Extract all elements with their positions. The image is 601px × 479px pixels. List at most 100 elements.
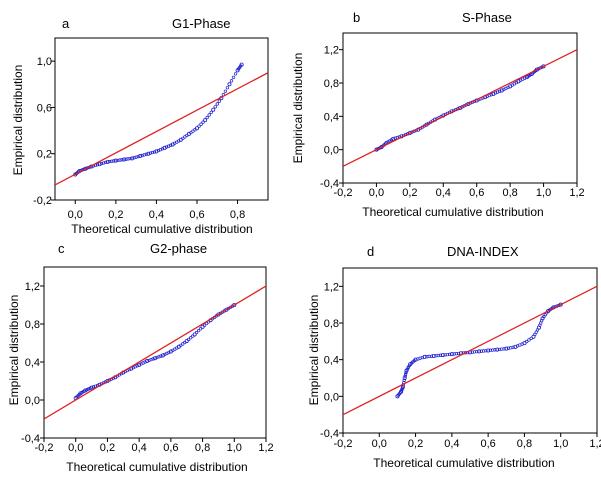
- plot-frame: [342, 267, 598, 434]
- data-point: [148, 151, 152, 155]
- data-point: [493, 348, 497, 352]
- data-point: [192, 332, 197, 337]
- x-tick-label: 0,0: [68, 442, 83, 454]
- data-point: [126, 157, 130, 161]
- reference-line: [343, 285, 597, 416]
- data-point: [100, 161, 104, 166]
- chart-title: G1-Phase: [172, 16, 231, 31]
- x-tick-label: 0,4: [131, 442, 146, 454]
- x-axis-label: Theoretical cumulative distribution: [373, 456, 554, 470]
- y-tick-label: 1,2: [324, 45, 339, 57]
- data-point: [159, 354, 163, 358]
- data-point: [407, 130, 412, 135]
- data-point: [223, 89, 228, 93]
- x-tick-label: 0,4: [436, 187, 451, 199]
- data-point: [406, 365, 410, 370]
- data-point: [146, 151, 151, 156]
- y-axis-label: Empirical distribution: [7, 295, 21, 406]
- data-point: [152, 150, 157, 154]
- data-point: [227, 82, 232, 87]
- data-point: [142, 153, 146, 157]
- data-point: [215, 102, 219, 106]
- data-point: [143, 360, 147, 364]
- data-point: [205, 115, 209, 120]
- data-point: [502, 347, 506, 351]
- data-point: [95, 163, 100, 167]
- data-point: [449, 352, 454, 357]
- data-point: [184, 339, 189, 344]
- data-point: [400, 385, 405, 390]
- data-point: [231, 75, 236, 79]
- x-axis-label: Theoretical cumulative distribution: [362, 205, 543, 219]
- y-tick-label: 0,4: [324, 111, 339, 123]
- data-point: [391, 136, 396, 141]
- y-axis-label: Empirical distribution: [307, 295, 321, 406]
- x-tick-label: -0,2: [334, 438, 353, 450]
- data-point: [213, 105, 217, 109]
- data-point: [413, 357, 418, 362]
- data-point: [160, 147, 165, 151]
- x-tick-label: 0,0: [68, 209, 83, 221]
- data-point: [429, 354, 434, 358]
- chart-title: G2-phase: [150, 241, 207, 256]
- x-tick-label: 0,8: [502, 187, 517, 199]
- data-point: [138, 154, 143, 159]
- data-point: [534, 330, 538, 334]
- data-point: [403, 372, 408, 376]
- data-point: [198, 327, 203, 331]
- data-point: [194, 126, 199, 131]
- data-point: [211, 107, 216, 112]
- data-point: [130, 156, 135, 161]
- data-point: [484, 349, 488, 353]
- x-tick-label: 0,6: [189, 209, 204, 221]
- chart-title: S-Phase: [462, 10, 512, 25]
- y-tick-label: 0,4: [324, 355, 339, 367]
- data-point: [194, 330, 199, 335]
- x-axis-label: Theoretical cumulative distribution: [71, 222, 252, 236]
- data-point: [420, 355, 425, 360]
- data-point: [475, 349, 479, 354]
- data-point: [132, 156, 136, 160]
- data-point: [203, 118, 208, 123]
- data-point: [121, 157, 126, 162]
- data-point: [511, 345, 515, 349]
- data-point: [202, 323, 207, 327]
- x-tick-label: -0,2: [35, 442, 54, 454]
- y-tick-label: -0,4: [320, 428, 339, 440]
- data-point: [77, 392, 81, 397]
- y-tick-label: 0,8: [25, 319, 40, 331]
- data-point: [534, 67, 539, 72]
- data-point: [89, 385, 94, 390]
- data-point: [136, 154, 140, 159]
- data-point: [232, 302, 237, 307]
- x-tick-label: 1,2: [569, 187, 584, 199]
- data-point: [151, 357, 155, 361]
- data-point: [157, 355, 161, 359]
- data-point: [525, 339, 529, 344]
- data-point: [404, 368, 409, 373]
- data-point: [200, 324, 205, 329]
- data-point: [91, 385, 96, 389]
- data-point: [197, 124, 201, 128]
- plot-frame: [54, 37, 269, 201]
- data-point: [167, 350, 171, 355]
- x-tick-label: 0,2: [108, 209, 123, 221]
- y-tick-label: 1,0: [37, 56, 52, 68]
- data-point: [229, 79, 234, 83]
- data-point: [85, 388, 89, 392]
- x-tick-label: 1,2: [258, 442, 273, 454]
- data-point: [110, 159, 114, 163]
- data-point: [405, 367, 410, 371]
- data-point: [225, 86, 230, 90]
- data-point: [116, 158, 120, 163]
- x-tick-label: 0,0: [372, 438, 387, 450]
- data-point: [431, 353, 436, 358]
- x-tick-label: 1,0: [227, 442, 242, 454]
- panel-letter: c: [58, 241, 65, 256]
- x-tick-label: 0,2: [402, 187, 417, 199]
- y-tick-label: 0,2: [37, 149, 52, 161]
- y-axis-label: Empirical distribution: [11, 65, 25, 176]
- plot-frame: [342, 32, 578, 184]
- y-tick-label: 0,8: [324, 78, 339, 90]
